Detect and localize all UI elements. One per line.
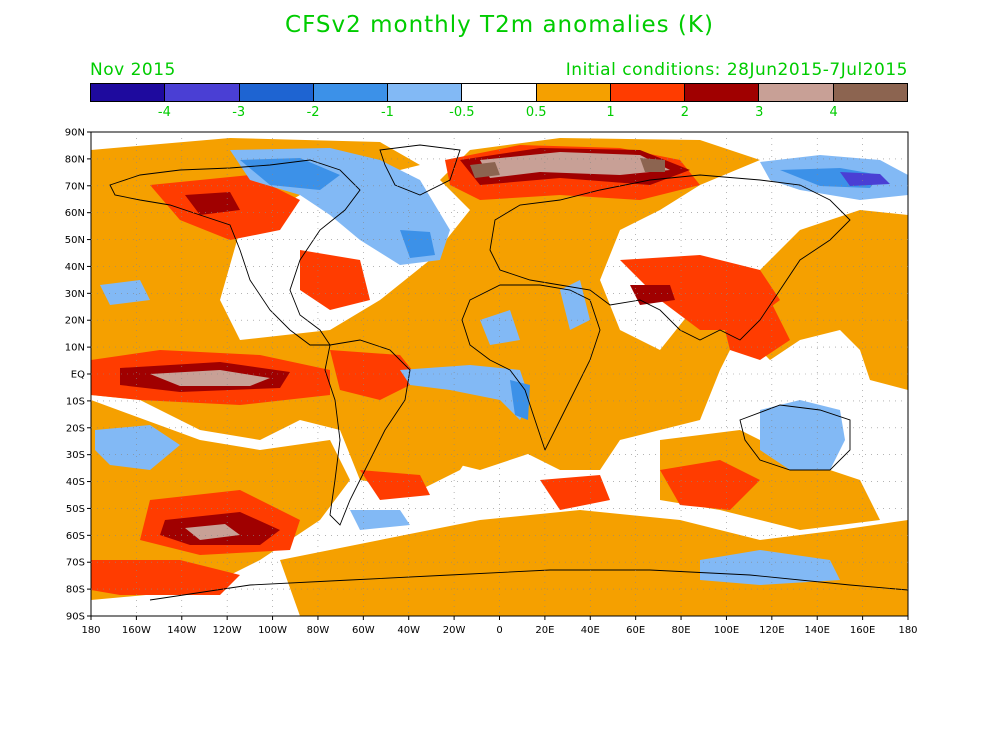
map-title: CFSv2 monthly T2m anomalies (K) xyxy=(285,12,714,38)
latitude-label: 40N xyxy=(65,262,85,273)
longitude-label: 100E xyxy=(714,625,739,636)
latitude-label: EQ xyxy=(71,370,85,381)
longitude-label: 60E xyxy=(626,625,645,636)
longitude-label: 120E xyxy=(759,625,784,636)
longitude-label: 140W xyxy=(167,625,196,636)
latitude-label: 60S xyxy=(66,531,85,542)
anomaly-band-3-4 xyxy=(150,152,670,540)
latitude-label: 90S xyxy=(66,612,85,623)
colorbar-swatch xyxy=(91,84,166,101)
colorbar-tick-label: -3 xyxy=(232,105,246,120)
longitude-label: 20W xyxy=(443,625,466,636)
latitude-label: 60N xyxy=(65,208,85,219)
longitude-label: 80E xyxy=(672,625,691,636)
longitude-label: 100W xyxy=(258,625,287,636)
colorbar-swatch xyxy=(165,84,240,101)
colorbar-tick-label: 3 xyxy=(755,105,764,120)
coastlines xyxy=(109,144,908,601)
latitude-label: 10N xyxy=(65,343,85,354)
latitude-label: 30N xyxy=(65,289,85,300)
colorbar-swatch xyxy=(833,84,907,101)
latitude-label: 80N xyxy=(65,154,85,165)
colorbar-tick-label: -1 xyxy=(380,105,394,120)
colorbar-tick-label: -0.5 xyxy=(449,105,475,120)
colorbar-tick-label: 1 xyxy=(606,105,615,120)
colorbar-tick-label: 4 xyxy=(829,105,838,120)
anomaly-band-neg2-neg3 xyxy=(840,172,890,186)
graticule xyxy=(91,132,908,616)
longitude-label: 180 xyxy=(81,625,100,636)
colorbar-tick-label: -2 xyxy=(306,105,320,120)
colorbar-swatch xyxy=(313,84,389,101)
latitude-label: 10S xyxy=(66,396,85,407)
longitude-label: 0 xyxy=(496,625,502,636)
colorbar-tick-label: 2 xyxy=(680,105,690,120)
latitude-label: 50N xyxy=(65,235,85,246)
colorbar-tick-label: -4 xyxy=(157,105,171,120)
latitude-label: 20N xyxy=(65,316,85,327)
longitude-label: 20E xyxy=(535,625,554,636)
latitude-label: 50S xyxy=(66,504,85,515)
longitude-label: 160W xyxy=(122,625,151,636)
colorbar-swatch xyxy=(462,84,537,101)
latitude-label: 70S xyxy=(66,558,85,569)
axis-ticks: 90N 80N 70N 60N 50N 40N 30N 20N 10N EQ 10S 20S 30S 40… xyxy=(65,128,918,637)
longitude-label: 60W xyxy=(352,625,375,636)
initial-conditions-label: Initial conditions: 28Jun2015-7Jul2015 xyxy=(565,60,908,80)
colorbar-swatch xyxy=(610,84,686,101)
colorbar-swatch xyxy=(685,84,760,101)
colorbar-swatch xyxy=(239,84,314,101)
colorbar-swatch xyxy=(759,84,834,101)
colorbar-swatch xyxy=(536,84,611,101)
latitude-label: 40S xyxy=(66,477,85,488)
longitude-label: 140E xyxy=(805,625,830,636)
colorbar-swatch xyxy=(388,84,463,101)
valid-month-label: Nov 2015 xyxy=(90,60,176,80)
latitude-label: 70N xyxy=(65,181,85,192)
longitude-label: 40W xyxy=(397,625,420,636)
latitude-label: 80S xyxy=(66,585,85,596)
longitude-label: 80W xyxy=(307,625,330,636)
anomaly-field xyxy=(91,138,908,616)
longitude-label: 180 xyxy=(898,625,917,636)
longitude-label: 40E xyxy=(581,625,600,636)
longitude-label: 120W xyxy=(213,625,242,636)
colorbar-tick-label: 0.5 xyxy=(525,105,547,120)
latitude-label: 90N xyxy=(65,128,85,139)
latitude-label: 20S xyxy=(66,423,85,434)
latitude-label: 30S xyxy=(66,450,85,461)
longitude-label: 160E xyxy=(850,625,875,636)
anomaly-band-gt4 xyxy=(470,158,665,178)
colorbar xyxy=(90,83,908,102)
